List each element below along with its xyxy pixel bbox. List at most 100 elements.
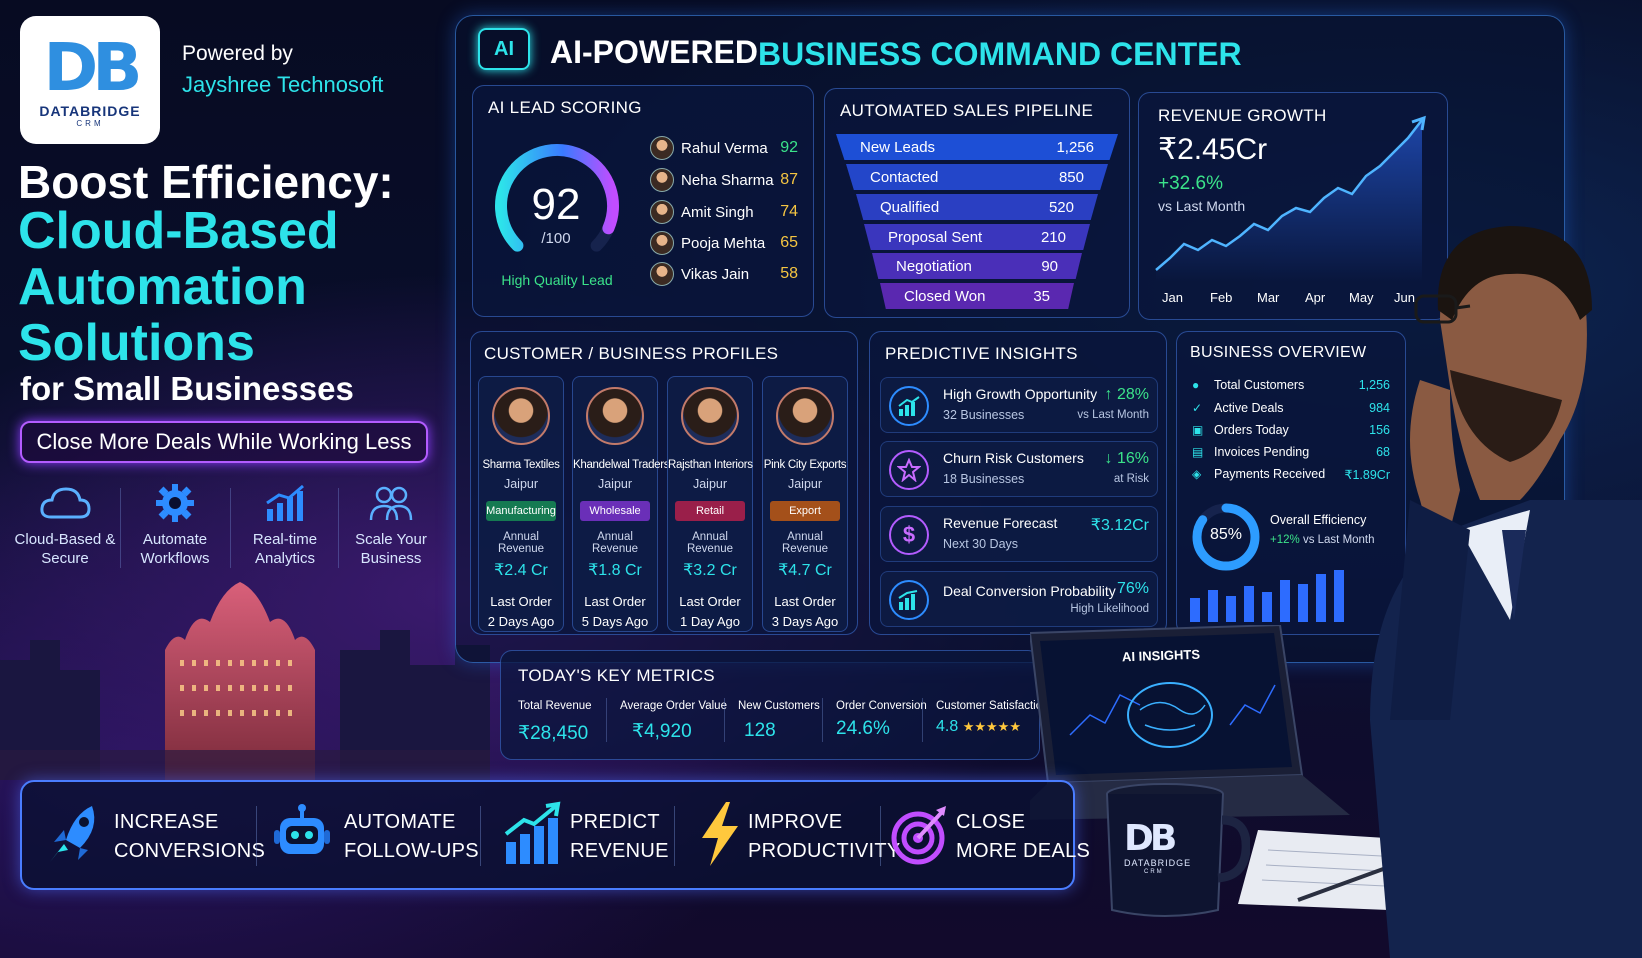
lead-score: 65	[780, 234, 798, 251]
metric-value: ₹4,920	[632, 721, 692, 742]
metric-label: Total Revenue	[518, 700, 592, 712]
overview-bar-chart	[1190, 570, 1344, 622]
feature-cloud: Cloud-Based & Secure	[12, 482, 118, 568]
businessman-illustration	[1370, 226, 1642, 958]
avatar	[492, 387, 550, 445]
payment-icon: ◈	[1192, 467, 1202, 481]
metric-label: Customer Satisfaction	[936, 700, 1049, 712]
business-overview-title: BUSINESS OVERVIEW	[1190, 344, 1367, 361]
month-label: May	[1349, 290, 1374, 305]
efficiency-ring	[1192, 503, 1260, 571]
cloud-icon	[12, 482, 118, 524]
target-icon	[891, 806, 946, 865]
month-label: Feb	[1210, 290, 1233, 305]
pipeline-stage[interactable]: Contacted 850	[846, 164, 1108, 190]
revenue-change: +32.6%	[1158, 173, 1223, 194]
lead-score: 58	[780, 265, 798, 282]
month-label: Mar	[1257, 290, 1280, 305]
profile-card[interactable]: Khandelwal Traders Jaipur Wholesale Annu…	[572, 376, 670, 632]
month-label: Apr	[1305, 290, 1326, 305]
laptop-title: AI INSIGHTS	[1121, 646, 1201, 665]
mug-logo-sub: CRM	[1144, 869, 1164, 875]
powered-by-label: Powered by	[182, 42, 293, 65]
laptop-illustration	[1030, 625, 1350, 820]
insight-item[interactable]: High Growth Opportunity 32 Businesses ↑ …	[880, 377, 1158, 433]
satisfaction-rating: 4.8 ★★★★★	[936, 718, 1021, 735]
benefit-followups: AUTOMATE FOLLOW-UPS	[344, 811, 479, 862]
avatar	[650, 200, 674, 224]
metric-value: 24.6%	[836, 718, 890, 739]
revenue-compare: vs Last Month	[1158, 198, 1246, 214]
metric-value: ₹28,450	[518, 723, 589, 744]
avatar	[650, 262, 674, 286]
logo: DB DATABRIDGE CRM	[20, 16, 160, 144]
profile-card[interactable]: Rajsthan Interiors Jaipur Retail Annual …	[667, 376, 753, 632]
overview-row: ▤ Invoices Pending 68	[1192, 445, 1390, 459]
bar-chart-icon	[232, 482, 338, 524]
insight-item[interactable]: $ Revenue Forecast Next 30 Days ₹3.12Cr	[880, 506, 1158, 562]
lead-score: 87	[780, 171, 798, 188]
revenue-growth-title: REVENUE GROWTH	[1158, 106, 1327, 125]
feature-scale: Scale Your Business	[338, 482, 444, 568]
avatar	[681, 387, 739, 445]
predictive-insights-title: PREDICTIVE INSIGHTS	[885, 344, 1078, 363]
cta-button[interactable]: Close More Deals While Working Less	[20, 421, 428, 463]
pipeline-stage[interactable]: New Leads 1,256	[836, 134, 1118, 160]
month-label: Jan	[1162, 290, 1183, 305]
insight-item[interactable]: Churn Risk Customers 18 Businesses ↓ 16%…	[880, 441, 1158, 497]
pipeline-stage[interactable]: Closed Won 35	[880, 283, 1074, 309]
logo-sub: CRM	[76, 118, 104, 128]
efficiency-change: +12% vs Last Month	[1270, 534, 1375, 546]
profile-card[interactable]: Sharma Textiles Jaipur Manufacturing Ann…	[478, 376, 564, 632]
ai-badge: AI	[478, 28, 530, 70]
lead-score-max: /100	[541, 230, 571, 247]
hero-subheadline: Cloud-Based Automation Solutions	[18, 202, 339, 372]
lead-score: 92	[780, 139, 798, 156]
feature-workflows: Automate Workflows	[122, 482, 228, 568]
pipeline-stage[interactable]: Qualified 520	[856, 194, 1098, 220]
profile-card[interactable]: Pink City Exports Jaipur Export Annual R…	[762, 376, 848, 632]
overview-row: ● Total Customers 1,256	[1192, 378, 1390, 392]
mug-illustration	[1106, 783, 1250, 917]
gear-icon	[122, 482, 228, 524]
revenue-amount: ₹2.45Cr	[1158, 133, 1268, 166]
console-title: BUSINESS COMMAND CENTER	[758, 36, 1242, 72]
lead-name[interactable]: Rahul Verma	[681, 140, 768, 157]
users-icon: ●	[1192, 378, 1200, 392]
lead-name[interactable]: Amit Singh	[681, 204, 754, 221]
metric-label: Order Conversion	[836, 700, 927, 712]
hero-tagline: for Small Businesses	[20, 370, 354, 407]
risk-icon	[889, 450, 929, 490]
logo-name: DATABRIDGE	[39, 102, 141, 119]
lead-name[interactable]: Neha Sharma	[681, 172, 774, 189]
mug-logo-name: DATABRIDGE	[1124, 858, 1192, 868]
rocket-icon	[50, 806, 95, 862]
benefit-revenue: PREDICT REVENUE	[570, 811, 669, 862]
key-metrics-title: TODAY'S KEY METRICS	[518, 666, 715, 685]
category-badge: Wholesale	[580, 501, 650, 521]
insight-item[interactable]: Deal Conversion Probability 76% High Lik…	[880, 571, 1158, 627]
avatar	[586, 387, 644, 445]
lightning-icon	[702, 802, 738, 866]
revenue-growth-chart	[1155, 115, 1426, 282]
users-icon	[338, 482, 444, 524]
feature-analytics: Real-time Analytics	[232, 482, 338, 568]
overview-row: ✓ Active Deals 984	[1192, 401, 1390, 415]
pipeline-stage[interactable]: Negotiation 90	[872, 253, 1082, 279]
category-badge: Retail	[675, 501, 745, 521]
business-overview-panel	[1176, 331, 1406, 635]
efficiency-value: 85%	[1209, 526, 1243, 543]
lead-name[interactable]: Pooja Mehta	[681, 235, 766, 252]
hero-headline: Boost Efficiency:	[18, 156, 394, 208]
metric-value: 128	[744, 720, 776, 741]
growth-chart-icon	[889, 386, 929, 426]
month-label: Jun	[1394, 290, 1415, 305]
overview-row: ◈ Payments Received ₹1.89Cr	[1192, 467, 1390, 482]
avatar	[650, 231, 674, 255]
robot-icon	[274, 804, 330, 854]
sales-pipeline-title: AUTOMATED SALES PIPELINE	[840, 101, 1094, 120]
category-badge: Manufacturing	[486, 501, 556, 521]
benefit-conversions: INCREASE CONVERSIONS	[114, 811, 266, 862]
lead-name[interactable]: Vikas Jain	[681, 266, 750, 283]
pipeline-stage[interactable]: Proposal Sent 210	[864, 224, 1090, 250]
